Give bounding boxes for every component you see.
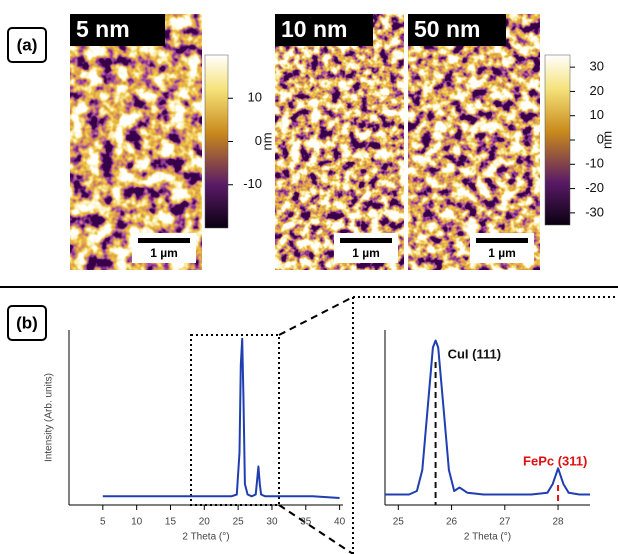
x-tick-label: 25 <box>233 517 245 528</box>
scale-label: 1 µm <box>150 246 178 260</box>
x-tick-label: 35 <box>300 517 312 528</box>
scale-label: 1 µm <box>352 246 380 260</box>
colorbar-tick-label: 10 <box>590 107 604 122</box>
x-axis-label: 2 Theta (°) <box>182 532 229 543</box>
colorbar-tick-label: 20 <box>590 83 604 98</box>
zoom-box <box>190 334 280 506</box>
panel-label-box <box>7 27 47 63</box>
panel-label: (b) <box>16 313 38 332</box>
x-tick-label: 5 <box>100 517 106 528</box>
image-label: 50 nm <box>414 16 480 42</box>
colorbar-tick-label: 30 <box>590 59 604 74</box>
colorbar-tick-label: 10 <box>248 90 262 105</box>
colorbar-tick-label: -20 <box>585 180 604 195</box>
panel-label-box <box>7 305 47 341</box>
colorbar-tick-label: -30 <box>585 204 604 219</box>
colorbar <box>544 54 571 226</box>
colorbar <box>204 54 229 229</box>
image-label-box <box>275 14 373 46</box>
scale-bar <box>476 238 528 243</box>
data-line <box>385 339 590 496</box>
image-label: 5 nm <box>76 16 130 42</box>
scale-bar <box>138 238 190 243</box>
colorbar-unit: nm <box>259 132 274 150</box>
zoom-line <box>278 504 354 554</box>
afm-image <box>274 13 405 271</box>
afm-image <box>69 13 203 271</box>
annotation: CuI (111) <box>448 346 501 361</box>
x-tick-label: 27 <box>499 517 511 528</box>
colorbar-unit: nm <box>599 131 614 149</box>
x-axis-label: 2 Theta (°) <box>464 532 511 543</box>
x-tick-label: 15 <box>165 517 177 528</box>
x-tick-label: 30 <box>266 517 278 528</box>
colorbar-tick-label: 0 <box>597 131 604 146</box>
colorbar-tick-label: -10 <box>243 176 262 191</box>
image-label: 10 nm <box>281 16 347 42</box>
x-tick-label: 26 <box>446 517 458 528</box>
data-line <box>102 337 340 499</box>
colorbar-tick-label: 0 <box>255 133 262 148</box>
x-tick-label: 28 <box>552 517 564 528</box>
zoom-line <box>278 296 354 336</box>
afm-image <box>407 13 541 271</box>
image-label-box <box>408 14 506 46</box>
x-tick-label: 40 <box>334 517 346 528</box>
image-label-box <box>70 14 165 46</box>
annotation: FePc (311) <box>523 453 587 468</box>
panel-label: (a) <box>17 35 38 54</box>
scale-label: 1 µm <box>488 246 516 260</box>
x-tick-label: 25 <box>393 517 405 528</box>
scale-bar <box>340 238 392 243</box>
x-tick-label: 10 <box>131 517 143 528</box>
y-axis-label: Intensity (Arb. units) <box>44 373 55 462</box>
colorbar-tick-label: -10 <box>585 156 604 171</box>
x-tick-label: 20 <box>199 517 211 528</box>
